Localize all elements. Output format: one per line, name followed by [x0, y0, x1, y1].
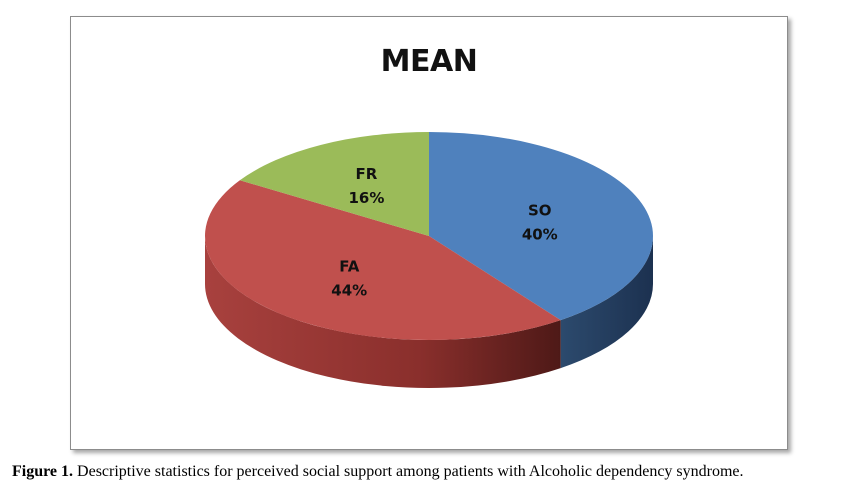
chart-title: MEAN: [381, 44, 478, 79]
pie-slice-fa: [204, 180, 561, 340]
pie-slice-so: [429, 132, 653, 321]
caption-label: Figure 1.: [12, 463, 74, 480]
slice-percent-so: 40%: [522, 225, 558, 243]
pie-side-so: [560, 236, 653, 369]
pie-slice-fr: [239, 132, 429, 236]
pie-sides: [205, 236, 653, 388]
slice-percent-fr: 16%: [348, 189, 384, 207]
slice-label-so: SO: [528, 201, 552, 219]
slice-label-fa: FA: [339, 257, 360, 275]
pie-chart: MEAN SO 40% FA 44% FR 16%: [204, 44, 653, 388]
pie-slices: [204, 132, 653, 340]
chart-frame: MEAN SO 40% FA 44% FR 16%: [70, 16, 788, 450]
pie-labels: SO 40% FA 44% FR 16%: [331, 165, 557, 299]
pie-side-fa: [205, 236, 561, 388]
caption-text: Descriptive statistics for perceived soc…: [73, 463, 744, 480]
slice-percent-fa: 44%: [331, 281, 367, 299]
slice-label-fr: FR: [356, 165, 378, 183]
figure-caption: Figure 1. Descriptive statistics for per…: [12, 463, 862, 481]
